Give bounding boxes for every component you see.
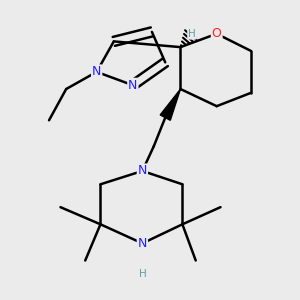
Text: N: N [138,237,147,250]
Text: H: H [139,269,146,279]
Text: O: O [212,27,222,40]
Text: N: N [138,164,147,178]
Text: N: N [128,79,137,92]
Polygon shape [160,89,181,120]
Text: H: H [188,29,196,39]
Text: N: N [92,65,101,78]
